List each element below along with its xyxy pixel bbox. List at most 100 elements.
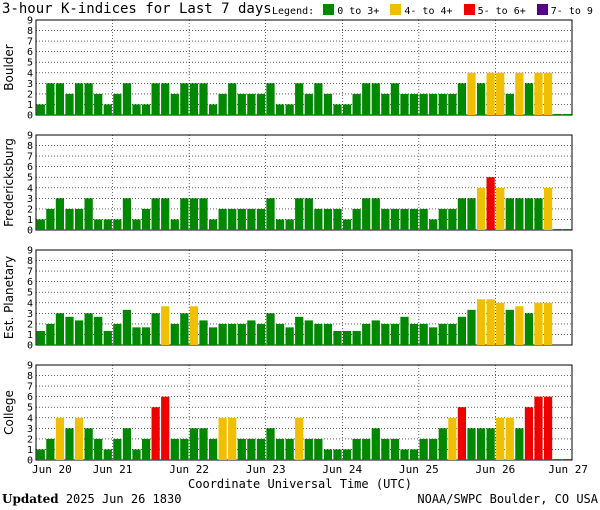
k-index-bar — [448, 417, 457, 460]
k-index-bar — [438, 208, 447, 230]
k-index-bar — [141, 438, 151, 460]
k-index-bar — [390, 323, 400, 345]
k-index-bar — [400, 93, 409, 115]
k-index-bar — [228, 208, 237, 230]
k-index-bar — [515, 306, 524, 345]
k-index-bar — [295, 83, 304, 115]
k-index-bar — [94, 93, 103, 115]
k-index-bar — [275, 219, 285, 230]
k-index-bar — [390, 83, 400, 115]
k-index-bar — [467, 309, 476, 345]
k-index-bar — [333, 208, 342, 230]
k-index-bar — [46, 438, 55, 460]
k-index-bar — [74, 320, 84, 345]
k-index-bar — [486, 428, 495, 460]
k-index-bar — [438, 93, 447, 115]
legend-swatch-green — [323, 4, 335, 15]
k-index-bar — [342, 330, 352, 345]
k-index-bar — [256, 93, 266, 115]
k-index-bar — [189, 306, 199, 345]
y-tick-label: 5 — [27, 173, 33, 184]
k-index-bar — [314, 323, 323, 345]
k-index-bar — [429, 219, 438, 230]
k-index-bar — [429, 327, 438, 345]
k-index-bar — [275, 104, 285, 115]
y-tick-label: 6 — [27, 392, 33, 403]
credit-text: NOAA/SWPC Boulder, CO USA — [417, 492, 598, 506]
k-index-bar — [476, 83, 486, 115]
k-index-bar — [390, 208, 400, 230]
k-index-bar — [419, 438, 428, 460]
k-index-bar — [74, 417, 84, 460]
k-index-bar — [132, 104, 141, 115]
y-tick-label: 9 — [27, 131, 33, 142]
y-tick-label: 3 — [27, 309, 33, 320]
k-index-bar — [342, 219, 352, 230]
k-index-bar — [84, 313, 93, 345]
y-tick-label: 1 — [27, 445, 33, 456]
k-index-bar — [180, 313, 189, 345]
k-index-bar — [323, 323, 333, 345]
y-tick-label: 9 — [27, 16, 33, 27]
y-tick-label: 1 — [27, 215, 33, 226]
k-index-bar — [323, 93, 333, 115]
k-index-bar — [170, 93, 179, 115]
y-tick-label: 8 — [27, 26, 33, 37]
panel-label: Est. Planetary — [2, 256, 16, 339]
k-index-bar — [228, 417, 237, 460]
k-index-bar — [132, 219, 141, 230]
k-index-bar — [113, 323, 122, 345]
k-index-bar — [314, 208, 323, 230]
updated-label: Updated — [2, 492, 59, 506]
k-index-bar — [496, 417, 505, 460]
y-tick-label: 5 — [27, 403, 33, 414]
k-index-bar — [381, 93, 390, 115]
k-index-bar — [352, 208, 361, 230]
y-tick-label: 4 — [27, 183, 33, 194]
k-index-bar — [151, 313, 160, 345]
x-axis-title: Coordinate Universal Time (UTC) — [188, 477, 412, 491]
k-index-bar — [342, 104, 352, 115]
legend-item-severe: 7- to 9 — [550, 6, 593, 17]
k-index-bar — [371, 198, 380, 230]
k-index-bar — [515, 198, 524, 230]
k-index-bar — [122, 83, 132, 115]
k-index-bar — [333, 330, 342, 345]
k-index-bar — [352, 438, 361, 460]
k-index-bar — [208, 327, 218, 345]
k-index-bar — [256, 208, 266, 230]
k-index-bar — [55, 83, 65, 115]
k-index-bar — [247, 93, 256, 115]
k-index-bar — [237, 323, 246, 345]
k-index-bar — [256, 438, 266, 460]
y-tick-label: 2 — [27, 319, 33, 330]
k-index-bar — [285, 104, 294, 115]
k-index-bar — [295, 316, 304, 345]
k-index-bar — [275, 438, 285, 460]
k-index-bar — [65, 428, 74, 460]
k-index-bar — [189, 83, 199, 115]
k-index-bar — [496, 72, 505, 115]
k-index-bar — [151, 83, 160, 115]
k-index-bar — [218, 93, 227, 115]
k-index-bar — [419, 93, 428, 115]
k-index-bar — [467, 198, 476, 230]
k-index-bar — [199, 198, 208, 230]
k-index-bar — [94, 438, 103, 460]
k-index-bar — [237, 93, 246, 115]
k-index-bar — [505, 198, 514, 230]
y-tick-label: 8 — [27, 256, 33, 267]
panel-label: Boulder — [2, 44, 16, 91]
k-index-bar — [208, 438, 218, 460]
k-index-bar — [103, 104, 112, 115]
k-index-bar — [419, 323, 428, 345]
k-index-bar — [304, 93, 313, 115]
k-index-bar — [438, 428, 447, 460]
k-index-bar — [333, 104, 342, 115]
x-tick-label: Jun 26 — [476, 463, 516, 476]
k-index-bar — [266, 83, 275, 115]
k-index-bar — [371, 428, 380, 460]
y-tick-label: 5 — [27, 288, 33, 299]
k-index-bar — [352, 93, 361, 115]
k-index-bar — [515, 428, 524, 460]
